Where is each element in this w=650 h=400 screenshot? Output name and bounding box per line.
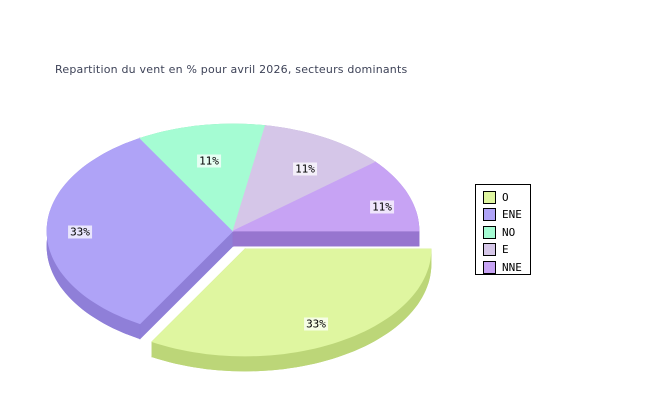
- legend-label-O: O: [502, 191, 509, 204]
- legend-item-E: E: [483, 243, 530, 257]
- pie-slice-NO: [139, 123, 266, 232]
- legend-swatch-NNE: [483, 260, 496, 274]
- pie-slice-face-NNE: [232, 230, 420, 247]
- slice-label-NNE: 11%: [370, 200, 394, 214]
- legend-swatch-E: [483, 243, 496, 257]
- legend-label-NNE: NNE: [502, 260, 522, 274]
- slice-label-O: 33%: [304, 317, 328, 331]
- pie-slice-O: [151, 248, 432, 357]
- legend-swatch-O: [483, 191, 496, 204]
- legend-label-E: E: [502, 243, 509, 257]
- slice-label-NO: 11%: [197, 154, 221, 168]
- legend-item-O: O: [483, 191, 530, 204]
- legend-item-NNE: NNE: [483, 260, 530, 274]
- legend-item-ENE: ENE: [483, 208, 530, 222]
- legend-swatch-NO: [483, 225, 496, 239]
- legend-label-NO: NO: [502, 225, 516, 239]
- pie-slice-NNE: [232, 161, 420, 232]
- legend-item-NO: NO: [483, 225, 530, 239]
- chart-title: Repartition du vent en % pour avril 2026…: [55, 63, 408, 76]
- legend-swatch-ENE: [483, 208, 496, 222]
- slice-label-E: 11%: [293, 162, 317, 176]
- pie-slice-E: [232, 125, 377, 232]
- legend-label-ENE: ENE: [502, 208, 522, 222]
- legend: O ENE NO E NNE: [475, 184, 531, 275]
- slice-label-ENE: 33%: [68, 225, 92, 239]
